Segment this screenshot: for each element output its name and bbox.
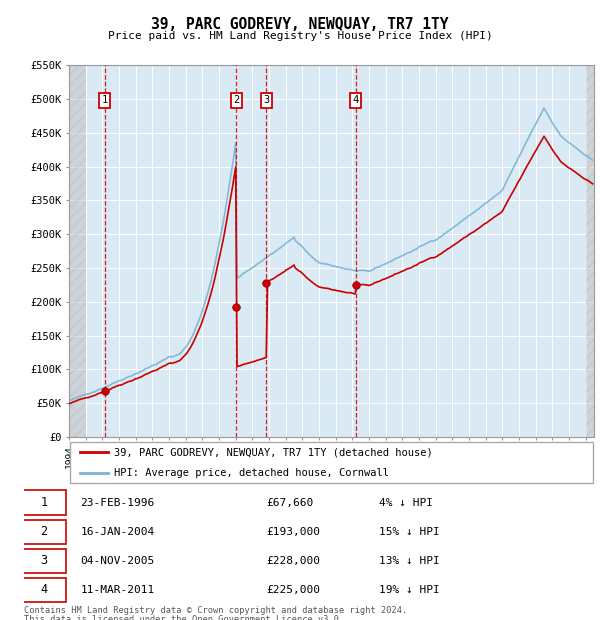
Text: £228,000: £228,000 [266, 556, 320, 566]
Text: HPI: Average price, detached house, Cornwall: HPI: Average price, detached house, Corn… [113, 467, 389, 478]
Text: 39, PARC GODREVY, NEWQUAY, TR7 1TY: 39, PARC GODREVY, NEWQUAY, TR7 1TY [151, 17, 449, 32]
Text: £67,660: £67,660 [266, 497, 314, 508]
Text: Contains HM Land Registry data © Crown copyright and database right 2024.: Contains HM Land Registry data © Crown c… [24, 606, 407, 616]
Text: 16-JAN-2004: 16-JAN-2004 [80, 526, 155, 537]
Bar [586, 65, 594, 437]
Text: 04-NOV-2005: 04-NOV-2005 [80, 556, 155, 566]
FancyBboxPatch shape [21, 520, 66, 544]
Text: This data is licensed under the Open Government Licence v3.0.: This data is licensed under the Open Gov… [24, 615, 344, 620]
Bar [69, 65, 86, 437]
Text: 4: 4 [352, 95, 359, 105]
Text: 19% ↓ HPI: 19% ↓ HPI [379, 585, 440, 595]
Text: 23-FEB-1996: 23-FEB-1996 [80, 497, 155, 508]
Text: £193,000: £193,000 [266, 526, 320, 537]
FancyBboxPatch shape [21, 490, 66, 515]
Text: 3: 3 [40, 554, 47, 567]
Text: 11-MAR-2011: 11-MAR-2011 [80, 585, 155, 595]
Text: 2: 2 [40, 525, 47, 538]
Text: 1: 1 [40, 496, 47, 509]
Text: 13% ↓ HPI: 13% ↓ HPI [379, 556, 440, 566]
FancyBboxPatch shape [21, 549, 66, 573]
Text: £225,000: £225,000 [266, 585, 320, 595]
Text: 3: 3 [263, 95, 269, 105]
FancyBboxPatch shape [70, 443, 593, 482]
Text: 15% ↓ HPI: 15% ↓ HPI [379, 526, 440, 537]
Text: 4% ↓ HPI: 4% ↓ HPI [379, 497, 433, 508]
Text: 4: 4 [40, 583, 47, 596]
Text: Price paid vs. HM Land Registry's House Price Index (HPI): Price paid vs. HM Land Registry's House … [107, 31, 493, 41]
Text: 1: 1 [101, 95, 108, 105]
Text: 2: 2 [233, 95, 239, 105]
Text: 39, PARC GODREVY, NEWQUAY, TR7 1TY (detached house): 39, PARC GODREVY, NEWQUAY, TR7 1TY (deta… [113, 447, 433, 458]
FancyBboxPatch shape [21, 578, 66, 602]
